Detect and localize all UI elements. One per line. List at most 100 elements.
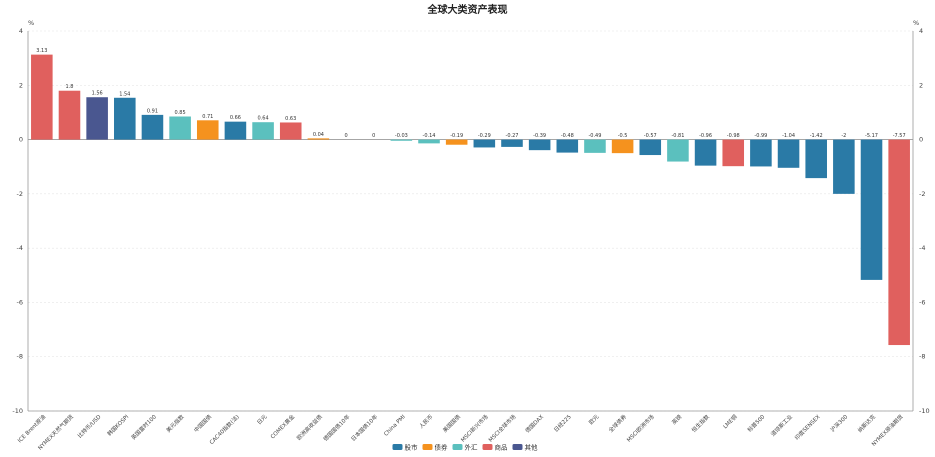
legend-label[interactable]: 债券 <box>435 443 449 452</box>
bar[interactable] <box>805 139 827 179</box>
bar[interactable] <box>833 139 855 194</box>
category-label: 美国国债 <box>441 412 463 434</box>
category-label: China PMI <box>383 414 407 438</box>
bar[interactable] <box>473 139 496 148</box>
category-label: 日本国债10年 <box>349 412 379 442</box>
right-tick-label: 0 <box>919 136 923 144</box>
bar[interactable] <box>141 114 164 140</box>
bar-value-label: -0.48 <box>561 133 574 139</box>
bar[interactable] <box>279 122 302 140</box>
legend-swatch[interactable] <box>512 444 523 450</box>
bar-value-label: 0.91 <box>147 108 158 114</box>
bar-value-label: 1.54 <box>119 91 130 97</box>
bar[interactable] <box>528 139 551 151</box>
legend-swatch[interactable] <box>482 444 493 450</box>
category-label: 德国国债10年 <box>321 412 351 442</box>
bar[interactable] <box>169 116 191 140</box>
legend-swatch[interactable] <box>452 444 463 450</box>
bar-value-label: -0.03 <box>395 133 408 139</box>
bar[interactable] <box>86 97 108 140</box>
legend-swatch[interactable] <box>392 444 403 450</box>
right-tick-label: -2 <box>919 190 925 198</box>
bar-value-label: -0.5 <box>618 133 628 139</box>
bar[interactable] <box>501 139 523 147</box>
bar[interactable] <box>722 139 745 167</box>
legend-label[interactable]: 商品 <box>495 443 508 452</box>
bar[interactable] <box>750 139 772 167</box>
category-label: 人民币 <box>418 413 435 430</box>
legend-label[interactable]: 其他 <box>525 443 539 452</box>
bar[interactable] <box>390 139 413 141</box>
bar[interactable] <box>307 138 330 140</box>
bar-value-label: 0.66 <box>230 115 241 121</box>
category-label: 日元 <box>256 413 269 426</box>
category-label: COMEX黄金 <box>268 412 296 440</box>
right-tick-label: -10 <box>919 407 930 415</box>
bar[interactable] <box>418 139 440 144</box>
bar-value-label: -1.04 <box>782 133 795 139</box>
legend-swatch[interactable] <box>422 444 433 450</box>
bar[interactable] <box>58 90 81 140</box>
category-label: 标普500 <box>745 412 766 433</box>
left-tick-label: -6 <box>17 298 23 306</box>
bar-value-label: 0.63 <box>285 116 296 122</box>
left-tick-label: 0 <box>19 136 23 144</box>
bar-value-label: -0.49 <box>588 133 601 139</box>
bar-value-label: -0.81 <box>671 133 684 139</box>
bar[interactable] <box>888 139 910 346</box>
bar[interactable] <box>777 139 800 168</box>
category-label: MSCI欧洲市场 <box>625 412 656 443</box>
bar[interactable] <box>611 139 634 154</box>
bars <box>31 54 910 346</box>
left-tick-label: 4 <box>19 27 23 35</box>
category-label: 道琼斯工业 <box>769 412 794 437</box>
bar-value-label: 3.13 <box>36 48 47 54</box>
bar[interactable] <box>31 54 53 140</box>
bar[interactable] <box>114 97 136 140</box>
bar[interactable] <box>445 139 468 145</box>
category-label: 韩国KOSPI <box>105 412 130 437</box>
bar-value-label: 1.8 <box>66 84 74 90</box>
bar-value-label: -0.57 <box>644 133 657 139</box>
left-axis-unit: % <box>28 19 34 27</box>
bar[interactable] <box>639 139 662 156</box>
bar[interactable] <box>196 120 219 140</box>
right-tick-label: 4 <box>919 27 923 35</box>
left-tick-label: -2 <box>17 190 23 198</box>
left-tick-label: -4 <box>17 244 23 252</box>
bar-value-label: -0.96 <box>699 133 712 139</box>
category-label: 纳斯达克 <box>856 412 878 434</box>
bar-value-label: -0.27 <box>506 133 519 139</box>
bar-value-label: 0.71 <box>202 114 213 120</box>
legend-label[interactable]: 外汇 <box>465 443 479 452</box>
bar-value-label: 0 <box>344 133 347 139</box>
bar[interactable] <box>860 139 883 280</box>
category-label: LME铜 <box>721 412 739 430</box>
bar[interactable] <box>584 139 606 153</box>
right-tick-label: -6 <box>919 298 925 306</box>
bar-value-label: -0.19 <box>450 133 463 139</box>
bar[interactable] <box>556 139 579 153</box>
bar-value-label: -0.39 <box>533 133 546 139</box>
category-label: 欧洲高收益债 <box>295 412 324 441</box>
category-label: 印度SENSEX <box>793 413 822 442</box>
category-label: 欧元 <box>587 412 601 426</box>
bar[interactable] <box>694 139 717 166</box>
category-label: MSCI新兴市场 <box>459 412 490 443</box>
category-label: 比特币/USD <box>76 413 103 440</box>
chart-title: 全球大类资产表现 <box>427 3 508 16</box>
bar[interactable] <box>667 139 689 162</box>
left-tick-label: -10 <box>12 407 23 415</box>
bar[interactable] <box>224 121 247 140</box>
left-tick-label: -8 <box>17 353 23 361</box>
bar-value-label: -0.29 <box>478 133 491 139</box>
grid-lines <box>28 30 913 412</box>
value-labels: 3.13 1.8 1.56 1.54 0.91 0.85 0.71 0.66 0.64 0.63 0… <box>36 48 905 139</box>
legend-label[interactable]: 股市 <box>405 443 419 452</box>
bar-value-label: 0.85 <box>175 110 186 116</box>
bar[interactable] <box>252 122 274 140</box>
bar-value-label: -0.14 <box>423 133 436 139</box>
category-label: 英镑 <box>670 412 684 426</box>
